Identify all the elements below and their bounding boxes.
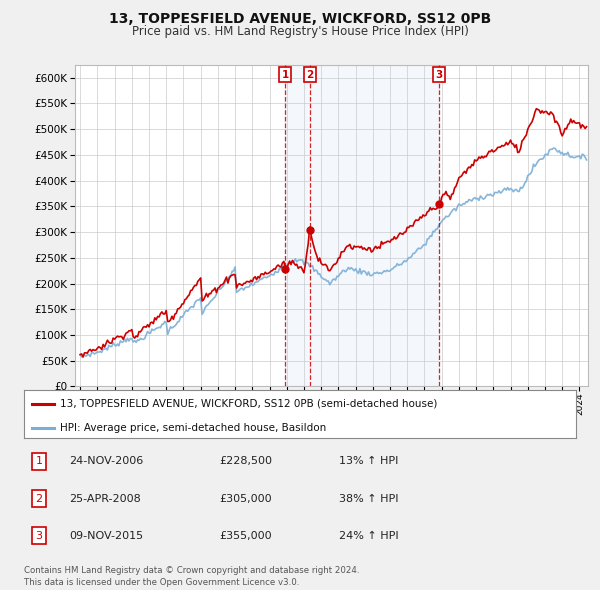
- Text: Contains HM Land Registry data © Crown copyright and database right 2024.
This d: Contains HM Land Registry data © Crown c…: [24, 566, 359, 587]
- Text: £305,000: £305,000: [219, 494, 272, 503]
- Text: HPI: Average price, semi-detached house, Basildon: HPI: Average price, semi-detached house,…: [60, 422, 326, 432]
- Text: 09-NOV-2015: 09-NOV-2015: [69, 531, 143, 540]
- Bar: [285, 65, 439, 386]
- Text: 2: 2: [35, 494, 43, 503]
- Text: 1: 1: [35, 457, 43, 466]
- Text: 3: 3: [436, 70, 443, 80]
- Text: 25-APR-2008: 25-APR-2008: [69, 494, 141, 503]
- Text: 24-NOV-2006: 24-NOV-2006: [69, 457, 143, 466]
- Text: 2: 2: [306, 70, 313, 80]
- Text: Price paid vs. HM Land Registry's House Price Index (HPI): Price paid vs. HM Land Registry's House …: [131, 25, 469, 38]
- Text: 24% ↑ HPI: 24% ↑ HPI: [339, 531, 398, 540]
- Text: 13% ↑ HPI: 13% ↑ HPI: [339, 457, 398, 466]
- Text: £355,000: £355,000: [219, 531, 272, 540]
- Text: £228,500: £228,500: [219, 457, 272, 466]
- Text: 38% ↑ HPI: 38% ↑ HPI: [339, 494, 398, 503]
- Text: 3: 3: [35, 531, 43, 540]
- Text: 13, TOPPESFIELD AVENUE, WICKFORD, SS12 0PB (semi-detached house): 13, TOPPESFIELD AVENUE, WICKFORD, SS12 0…: [60, 398, 437, 408]
- Text: 13, TOPPESFIELD AVENUE, WICKFORD, SS12 0PB: 13, TOPPESFIELD AVENUE, WICKFORD, SS12 0…: [109, 12, 491, 26]
- Text: 1: 1: [281, 70, 289, 80]
